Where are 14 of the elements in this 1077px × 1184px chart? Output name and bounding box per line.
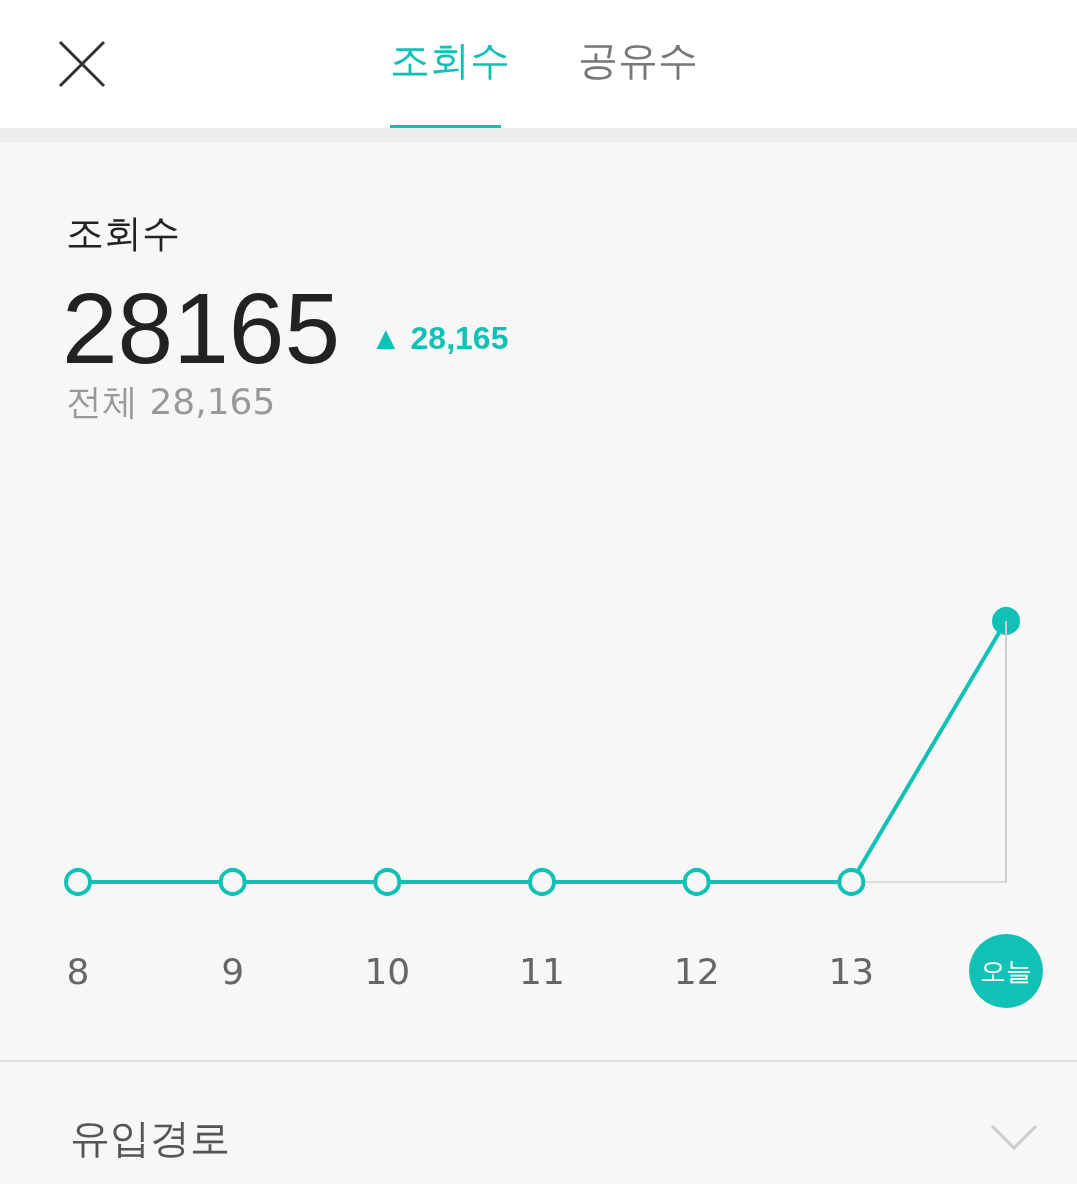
text: 조회수	[390, 37, 510, 83]
text: 28165	[62, 272, 341, 384]
text: ▲ 28,165	[370, 320, 509, 356]
x-tick-label: 13	[828, 950, 875, 992]
text: 공유수	[578, 37, 698, 83]
chart-title: 조회수	[66, 211, 180, 255]
x-tick-label: 10	[364, 950, 411, 992]
text: 전체 28,165	[66, 381, 276, 422]
x-tick-label: 12	[673, 950, 720, 992]
x-tick-label: 11	[519, 950, 565, 992]
x-tick-label: 오늘	[980, 956, 1032, 986]
x-tick-label: 9	[221, 950, 245, 992]
text: 유입경로	[70, 1115, 230, 1161]
x-tick-label: 8	[66, 950, 90, 992]
